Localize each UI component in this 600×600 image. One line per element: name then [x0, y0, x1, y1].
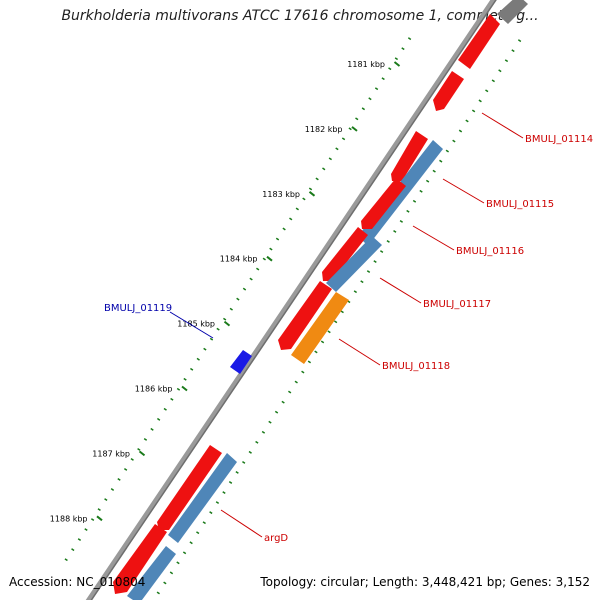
reverse-gene-arrow[interactable] — [230, 350, 252, 374]
cds-block[interactable] — [358, 140, 443, 246]
gene-label-bmulj-01114[interactable]: BMULJ_01114 — [525, 134, 593, 145]
gene-arrow[interactable] — [433, 71, 464, 111]
gene-label-bmulj-01119[interactable]: BMULJ_01119 — [104, 303, 172, 314]
tick-label: 1181 kbp — [347, 60, 385, 69]
tick-label: 1185 kbp — [177, 320, 215, 329]
gene-label-bmulj-01117[interactable]: BMULJ_01117 — [423, 299, 491, 310]
tick-label: 1182 kbp — [305, 125, 343, 134]
gene-arrow[interactable] — [157, 445, 222, 530]
tick-label: 1186 kbp — [135, 385, 173, 394]
tick-mark — [308, 191, 316, 197]
tick-track — [60, 37, 522, 599]
label-connectors — [169, 112, 524, 538]
gene-arrow[interactable] — [497, 0, 528, 24]
tick-label: 1187 kbp — [92, 449, 130, 458]
tick-mark — [138, 450, 146, 457]
tick-label: 1184 kbp — [220, 255, 258, 264]
tick-mark — [96, 515, 103, 522]
gene-label-bmulj-01118[interactable]: BMULJ_01118 — [382, 361, 450, 372]
tick-marks: 1181 kbp 1182 kbp 1183 kbp 1184 kbp 1185 kbp… — [50, 60, 401, 523]
tick-mark — [223, 320, 231, 327]
cds-block[interactable] — [168, 453, 237, 543]
gene-label-argd[interactable]: argD — [264, 533, 288, 544]
gene-arrow[interactable] — [458, 14, 500, 69]
gene-arrow[interactable] — [113, 524, 167, 594]
gene-arrow[interactable] — [278, 281, 332, 350]
gene-labels: BMULJ_01114 BMULJ_01115 BMULJ_01116 BMUL… — [104, 134, 593, 544]
gene-arrow[interactable] — [322, 227, 368, 281]
cds-block[interactable] — [326, 236, 382, 292]
highlight-cds[interactable] — [291, 292, 349, 364]
gene-label-bmulj-01116[interactable]: BMULJ_01116 — [456, 246, 524, 257]
cds-block[interactable] — [127, 546, 176, 600]
gene-arrow[interactable] — [361, 178, 406, 229]
chromosome-backbone — [85, 0, 497, 600]
tick-label: 1188 kbp — [50, 514, 88, 523]
accession-text: Accession: NC_010804 — [9, 575, 146, 589]
tick-mark — [351, 126, 358, 132]
tick-track-outer — [60, 37, 412, 567]
genome-summary-text: Topology: circular; Length: 3,448,421 bp… — [260, 575, 590, 589]
gene-label-bmulj-01115[interactable]: BMULJ_01115 — [486, 199, 554, 210]
gene-arrow[interactable] — [391, 131, 428, 181]
map-title: Burkholderia multivorans ATCC 17616 chro… — [61, 8, 539, 24]
tick-mark — [393, 61, 401, 67]
tick-label: 1183 kbp — [262, 190, 300, 199]
tick-mark — [266, 255, 273, 262]
tick-mark — [181, 385, 188, 392]
gene-features — [113, 0, 528, 600]
